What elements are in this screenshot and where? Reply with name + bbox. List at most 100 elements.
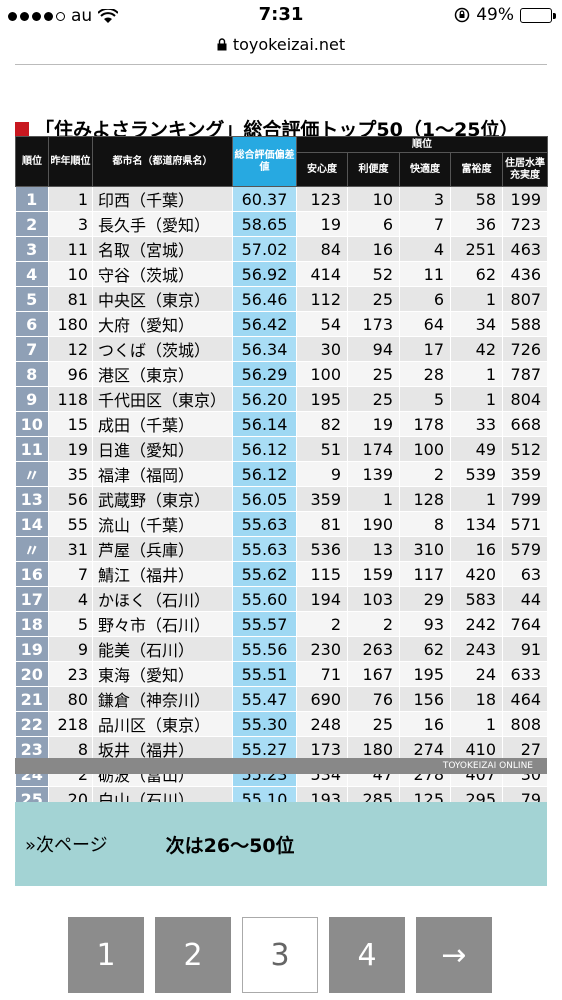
- status-right: 49%: [454, 5, 556, 25]
- riben-cell: 6: [347, 211, 400, 237]
- prev-rank-cell: 55: [48, 511, 93, 537]
- kaiteki-cell: 17: [399, 336, 451, 362]
- city-cell: 野々市（石川）: [92, 611, 233, 637]
- anshin-cell: 19: [296, 211, 348, 237]
- riben-cell: 52: [347, 261, 400, 287]
- carrier-name: au: [71, 6, 93, 26]
- credit-bar: TOYOKEIZAI ONLINE: [15, 758, 547, 774]
- city-cell: 流山（千葉）: [92, 511, 233, 537]
- rank-cell: 6: [15, 311, 49, 337]
- anshin-cell: 54: [296, 311, 348, 337]
- kaiteki-cell: 6: [399, 286, 451, 312]
- rank-cell: 〃: [15, 536, 49, 562]
- url-bar[interactable]: toyokeizai.net: [0, 30, 562, 58]
- table-row: 13 56 武蔵野（東京） 56.05 359 1 128 1 799: [15, 486, 549, 512]
- fuyu-cell: 42: [450, 336, 503, 362]
- city-cell: 品川区（東京）: [92, 711, 233, 737]
- jukyo-cell: 804: [502, 386, 549, 412]
- fuyu-cell: 583: [450, 586, 503, 612]
- kaiteki-cell: 4: [399, 236, 451, 262]
- riben-cell: 173: [347, 311, 400, 337]
- rank-cell: 10: [15, 411, 49, 437]
- table-row: 22 218 品川区（東京） 55.30 248 25 16 1 808: [15, 711, 549, 737]
- table-row: 6 180 大府（愛知） 56.42 54 173 64 34 588: [15, 311, 549, 337]
- riben-cell: 16: [347, 236, 400, 262]
- fuyu-cell: 134: [450, 511, 503, 537]
- riben-cell: 25: [347, 286, 400, 312]
- lock-icon: [217, 37, 227, 50]
- anshin-cell: 2: [296, 611, 348, 637]
- next-page-banner[interactable]: »次ページ 次は26〜50位: [15, 802, 547, 886]
- rank-cell: 19: [15, 636, 49, 662]
- riben-cell: 139: [347, 461, 400, 487]
- table-row: 17 4 かほく（石川） 55.60 194 103 29 583 44: [15, 586, 549, 612]
- fuyu-cell: 1: [450, 711, 503, 737]
- score-cell: 56.12: [232, 436, 297, 462]
- url-text: toyokeizai.net: [232, 34, 346, 54]
- ranking-table: 順位 昨年順位 都市名（都道府県名） 総合評価偏差値 順位 安心度 利便度 快適…: [15, 136, 549, 812]
- kaiteki-cell: 64: [399, 311, 451, 337]
- rank-cell: 4: [15, 261, 49, 287]
- anshin-cell: 115: [296, 561, 348, 587]
- prev-rank-cell: 9: [48, 636, 93, 662]
- score-cell: 58.65: [232, 211, 297, 237]
- wifi-icon: [98, 8, 119, 23]
- rank-cell: 5: [15, 286, 49, 312]
- anshin-cell: 112: [296, 286, 348, 312]
- prev-rank-cell: 3: [48, 211, 93, 237]
- header-sub-ranks: 順位: [295, 136, 549, 153]
- table-row: 18 5 野々市（石川） 55.57 2 2 93 242 764: [15, 611, 549, 637]
- table-row: 1 1 印西（千葉） 60.37 123 10 3 58 199: [15, 186, 549, 212]
- page-2-button[interactable]: 2: [155, 917, 231, 993]
- city-cell: 坂井（福井）: [92, 736, 233, 762]
- rank-cell: 7: [15, 336, 49, 362]
- page-1-button[interactable]: 1: [68, 917, 144, 993]
- kaiteki-cell: 274: [399, 736, 451, 762]
- prev-rank-cell: 118: [48, 386, 93, 412]
- kaiteki-cell: 310: [399, 536, 451, 562]
- prev-rank-cell: 8: [48, 736, 93, 762]
- fuyu-cell: 1: [450, 361, 503, 387]
- riben-cell: 159: [347, 561, 400, 587]
- table-row: 9 118 千代田区（東京） 56.20 195 25 5 1 804: [15, 386, 549, 412]
- fuyu-cell: 62: [450, 261, 503, 287]
- kaiteki-cell: 62: [399, 636, 451, 662]
- riben-cell: 25: [347, 386, 400, 412]
- riben-cell: 103: [347, 586, 400, 612]
- anshin-cell: 9: [296, 461, 348, 487]
- anshin-cell: 194: [296, 586, 348, 612]
- riben-cell: 25: [347, 361, 400, 387]
- city-cell: かほく（石川）: [92, 586, 233, 612]
- kaiteki-cell: 16: [399, 711, 451, 737]
- fuyu-cell: 539: [450, 461, 503, 487]
- prev-rank-cell: 12: [48, 336, 93, 362]
- rank-cell: 21: [15, 686, 49, 712]
- score-cell: 56.42: [232, 311, 297, 337]
- anshin-cell: 414: [296, 261, 348, 287]
- next-arrow-icon[interactable]: →: [416, 917, 492, 993]
- city-cell: 成田（千葉）: [92, 411, 233, 437]
- jukyo-cell: 436: [502, 261, 549, 287]
- anshin-cell: 30: [296, 336, 348, 362]
- city-cell: 名取（宮城）: [92, 236, 233, 262]
- anshin-cell: 359: [296, 486, 348, 512]
- header-kaiteki: 快適度: [399, 152, 451, 187]
- page-4-button[interactable]: 4: [329, 917, 405, 993]
- anshin-cell: 123: [296, 186, 348, 212]
- score-cell: 56.14: [232, 411, 297, 437]
- anshin-cell: 71: [296, 661, 348, 687]
- prev-rank-cell: 4: [48, 586, 93, 612]
- page-3-button[interactable]: 3: [242, 917, 318, 993]
- jukyo-cell: 579: [502, 536, 549, 562]
- city-cell: 能美（石川）: [92, 636, 233, 662]
- fuyu-cell: 1: [450, 386, 503, 412]
- city-cell: 武蔵野（東京）: [92, 486, 233, 512]
- prev-rank-cell: 31: [48, 536, 93, 562]
- jukyo-cell: 199: [502, 186, 549, 212]
- table-row: 14 55 流山（千葉） 55.63 81 190 8 134 571: [15, 511, 549, 537]
- score-cell: 55.63: [232, 536, 297, 562]
- jukyo-cell: 44: [502, 586, 549, 612]
- next-page-link[interactable]: »次ページ: [25, 835, 108, 856]
- city-cell: 日進（愛知）: [92, 436, 233, 462]
- header-prev-rank: 昨年順位: [48, 136, 93, 187]
